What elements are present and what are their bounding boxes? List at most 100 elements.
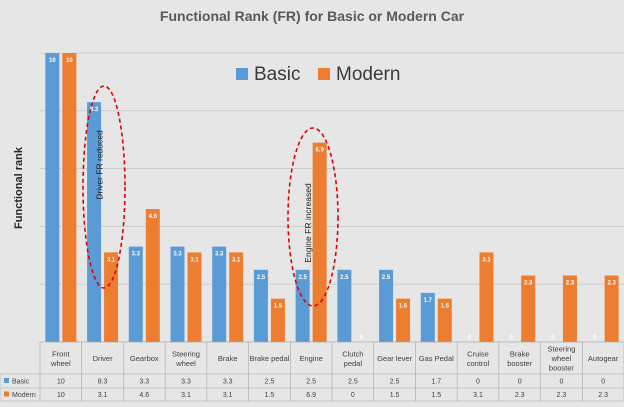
- bar-value-label: 2.5: [382, 275, 391, 281]
- table-cell: 3.1: [223, 392, 233, 399]
- bar-modern: [229, 252, 244, 342]
- bar-value-label: 1.5: [274, 304, 283, 310]
- legend-swatch-modern: [318, 68, 330, 80]
- bar-value-label: 0: [510, 335, 514, 341]
- bar-modern: [104, 252, 119, 342]
- table-cell: 2.3: [557, 392, 567, 399]
- bar-value-label: 2.3: [607, 281, 616, 287]
- category-label: control: [467, 359, 490, 368]
- table-cell: 3.3: [223, 379, 233, 386]
- bar-value-label: 2.3: [566, 281, 575, 287]
- bar-value-label: 3.1: [232, 257, 241, 263]
- bar-value-label: 10: [66, 58, 73, 64]
- chart-title: Functional Rank (FR) for Basic or Modern…: [160, 8, 465, 24]
- table-cell: 2.5: [348, 379, 358, 386]
- bar-value-label: 4.6: [149, 214, 158, 220]
- gridlines: [40, 52, 624, 343]
- table-series-name: Basic: [12, 379, 30, 386]
- bar-value-label: 2.5: [340, 275, 349, 281]
- bar-modern: [62, 53, 77, 342]
- bar-basic: [337, 269, 352, 342]
- table-cell: 1.7: [431, 379, 441, 386]
- annotation-text: Driver FR reduced: [95, 130, 105, 200]
- category-label: Brake: [510, 349, 530, 358]
- bar-value-label: 0: [360, 335, 364, 341]
- table-cell: 2.5: [390, 379, 400, 386]
- table-cell: 1.5: [431, 392, 441, 399]
- category-label: pedal: [344, 359, 363, 368]
- annotation-ellipse: [82, 85, 126, 289]
- category-label: Gas Pedal: [419, 354, 454, 363]
- category-label: Front: [52, 349, 70, 358]
- annotation-text: Engine FR increased: [303, 183, 313, 263]
- bar-value-label: 6.9: [315, 148, 324, 154]
- category-label: Driver: [93, 354, 114, 363]
- table-cell: 2.3: [598, 392, 608, 399]
- bar-modern: [562, 275, 577, 342]
- legend: Basic Modern: [236, 64, 400, 85]
- category-label: Engine: [299, 354, 322, 363]
- table-cell: 0: [518, 379, 522, 386]
- bar-value-label: 1.5: [399, 304, 408, 310]
- category-label: Brake pedal: [249, 354, 289, 363]
- bar-modern: [437, 298, 452, 342]
- table-cell: 6.9: [306, 392, 316, 399]
- bar-value-label: 0: [468, 335, 472, 341]
- category-label: booster: [549, 364, 575, 373]
- table-cell: 10: [57, 392, 65, 399]
- bar-modern: [396, 298, 411, 342]
- bar-value-label: 3.1: [107, 257, 116, 263]
- table-cell: 0: [559, 379, 563, 386]
- category-label: booster: [507, 359, 533, 368]
- legend-label-modern: Modern: [336, 64, 400, 85]
- category-label: Autogear: [588, 354, 619, 363]
- bar-basic: [420, 292, 435, 342]
- bar-value-label: 3.3: [215, 252, 224, 258]
- bar-value-label: 0: [551, 335, 555, 341]
- bar-value-label: 0: [593, 335, 597, 341]
- bar-modern: [145, 209, 160, 342]
- category-label: wheel: [175, 359, 196, 368]
- table-legend-swatch: [4, 391, 9, 397]
- table-cell: 4.6: [139, 392, 149, 399]
- table-cell: 0: [601, 379, 605, 386]
- bar-value-label: 1.7: [424, 298, 433, 304]
- bar-modern: [312, 142, 327, 342]
- bar-basic: [212, 246, 227, 342]
- bar-value-label: 2.5: [257, 275, 266, 281]
- table-cell: 3.1: [181, 392, 191, 399]
- annotation-ellipse: [287, 127, 339, 307]
- category-label: Brake: [218, 354, 238, 363]
- y-axis-label: Functional rank: [13, 146, 25, 229]
- table-cell: 1.5: [265, 392, 275, 399]
- bars: [45, 53, 619, 342]
- bar-value-label: 8.3: [90, 107, 99, 113]
- table-cell: 2.3: [515, 392, 525, 399]
- table-cell: 1.5: [390, 392, 400, 399]
- bar-basic: [379, 269, 394, 342]
- category-label: Gearbox: [130, 354, 159, 363]
- bar-modern: [604, 275, 619, 342]
- bar-value-label: 1.5: [441, 304, 450, 310]
- table-cell: 0: [476, 379, 480, 386]
- category-label: wheel: [551, 354, 572, 363]
- table-cell: 3.1: [98, 392, 108, 399]
- table-series-name: Modern: [12, 392, 36, 399]
- bar-value-label: 3.1: [482, 257, 491, 263]
- bar-basic: [295, 269, 310, 342]
- bar-modern: [479, 252, 494, 342]
- bar-value-label: 2.3: [524, 281, 533, 287]
- bar-modern: [270, 298, 285, 342]
- bar-basic: [170, 246, 185, 342]
- bar-value-labels: 10 8.3 3.3 3.3 3.3 2.5 2.5 2.5 2.5 1.7 0 0 0 0 10 3.1 4.…: [49, 58, 616, 341]
- category-label: Gear lever: [377, 354, 413, 363]
- table-cell: 8.3: [98, 379, 108, 386]
- bar-value-label: 2.5: [298, 275, 307, 281]
- table-cell: 3.3: [139, 379, 149, 386]
- table-cell: 2.5: [265, 379, 275, 386]
- category-label: Clutch: [342, 349, 363, 358]
- table-cell: 2.5: [306, 379, 316, 386]
